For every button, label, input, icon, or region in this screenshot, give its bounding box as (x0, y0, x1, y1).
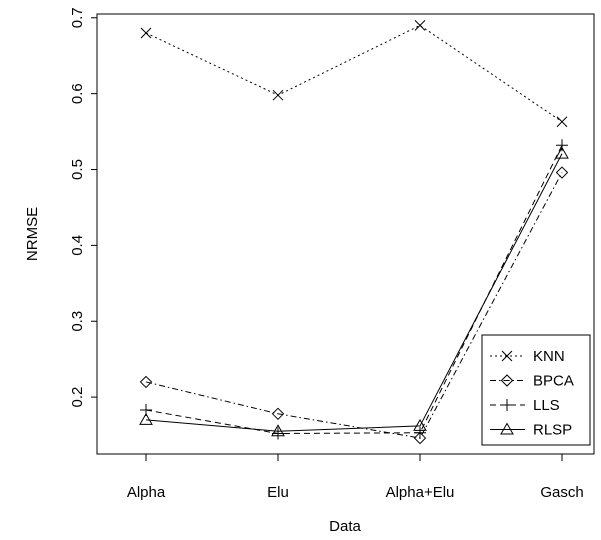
legend-box (481, 334, 591, 446)
data-point (555, 166, 569, 179)
data-point (271, 424, 285, 437)
data-point (272, 427, 284, 440)
data-point (556, 139, 568, 152)
legend: KNN BPCA LLS RLSP (481, 334, 591, 446)
data-point (140, 27, 152, 39)
y-tick-label: 0.4 (69, 235, 86, 256)
legend-marker (501, 350, 513, 362)
legend-label: LLS (533, 397, 560, 414)
y-axis: 0.2 0.3 0.4 0.5 0.6 0.7 (69, 7, 97, 408)
x-axis-label: Data (329, 518, 361, 535)
series-line (145, 172, 563, 439)
data-point (272, 89, 284, 101)
legend-item: BPCA (490, 373, 574, 390)
legend-label: BPCA (533, 373, 574, 390)
y-tick-label: 0.7 (69, 7, 86, 28)
x-axis: Alpha Elu Alpha+Elu Gasch (127, 454, 584, 501)
x-tick-label: Alpha (127, 484, 166, 501)
legend-marker (501, 399, 513, 411)
series-line (145, 145, 563, 435)
data-point (556, 116, 568, 128)
legend-item: LLS (490, 397, 560, 414)
y-tick-label: 0.5 (69, 159, 86, 180)
legend-label: RLSP (533, 422, 572, 439)
series-bpca (139, 166, 569, 445)
data-point (413, 431, 427, 445)
data-point (555, 146, 569, 159)
plot-frame (96, 13, 595, 455)
x-tick-label: Elu (267, 484, 289, 501)
legend-marker (500, 374, 514, 387)
legend-item: KNN (490, 348, 565, 365)
data-point (139, 412, 153, 425)
legend-marker (500, 422, 514, 435)
data-point (139, 375, 153, 389)
series-rlsp (139, 146, 569, 437)
data-point (271, 407, 285, 421)
x-tick-label: Gasch (540, 484, 583, 501)
x-tick-label: Alpha+Elu (386, 484, 455, 501)
data-point (413, 418, 427, 431)
series-knn (140, 20, 568, 128)
data-point (414, 20, 426, 31)
series-layer (139, 20, 569, 445)
series-line (145, 24, 563, 123)
series-line (145, 153, 563, 432)
data-point (414, 426, 426, 439)
y-tick-label: 0.3 (69, 311, 86, 332)
y-axis-label: NRMSE (24, 207, 41, 261)
legend-item: RLSP (490, 422, 572, 439)
y-tick-label: 0.2 (69, 387, 86, 408)
legend-label: KNN (533, 348, 565, 365)
y-tick-label: 0.6 (69, 83, 86, 104)
